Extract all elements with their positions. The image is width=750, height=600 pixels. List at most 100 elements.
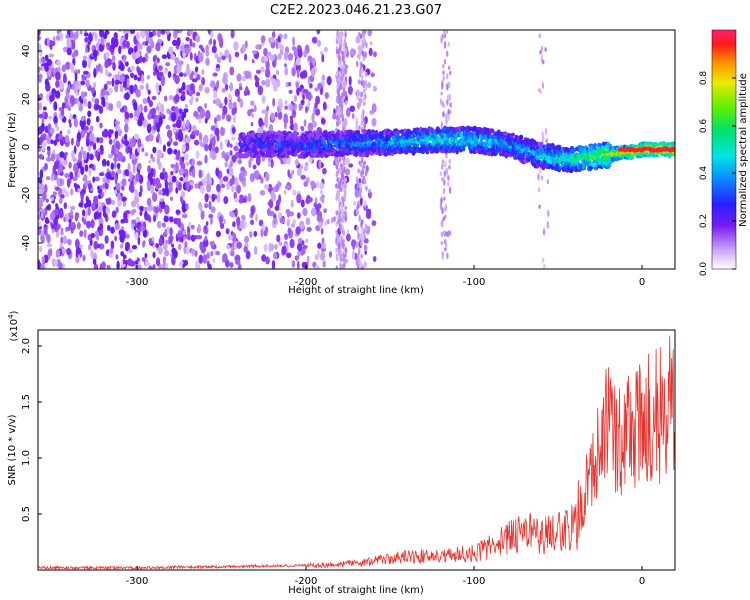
heatmap-cell [371, 117, 377, 127]
heatmap-cell [86, 220, 92, 229]
heatmap-cell [211, 136, 216, 147]
heatmap-cell [490, 128, 495, 134]
heatmap-cell [439, 171, 442, 177]
heatmap-cell [443, 196, 446, 201]
heatmap-cell [155, 41, 161, 52]
heatmap-cell [284, 50, 288, 61]
heatmap-cell [359, 182, 362, 191]
heatmap-cell [351, 113, 355, 120]
heatmap-cell [72, 163, 79, 173]
heatmap-cell [245, 250, 251, 260]
heatmap-cell [170, 163, 175, 168]
heatmap-cell [147, 165, 151, 174]
heatmap-cell [320, 247, 327, 253]
heatmap-cell [171, 255, 176, 266]
heatmap-cell [140, 30, 146, 39]
heatmap-cell [361, 50, 364, 57]
heatmap-cell [275, 39, 279, 50]
heatmap-cell [229, 66, 235, 76]
heatmap-cell [341, 120, 345, 126]
heatmap-cell [130, 72, 135, 79]
heatmap-cell [87, 60, 91, 70]
heatmap-cell [100, 88, 106, 96]
heatmap-cell [155, 106, 160, 111]
heatmap-cell [86, 118, 91, 126]
heatmap-cell [310, 180, 316, 187]
heatmap-cell [97, 38, 102, 45]
heatmap-cell [59, 243, 63, 248]
heatmap-cell [216, 56, 222, 63]
heatmap-cell [69, 209, 74, 216]
heatmap-cell [444, 214, 447, 220]
heatmap-cell [160, 201, 166, 210]
heatmap-cell [123, 139, 130, 147]
heatmap-cell [344, 81, 347, 86]
colorbar-frame [711, 29, 737, 270]
heatmap-cell [284, 67, 289, 76]
heatmap-cell [173, 30, 178, 39]
heatmap-cell [283, 189, 287, 195]
heatmap-cell [360, 235, 364, 242]
heatmap-cell [106, 264, 111, 269]
heatmap-cell [63, 158, 68, 166]
heatmap-cell [143, 206, 149, 212]
heatmap-cell [360, 261, 363, 268]
heatmap-cell [94, 98, 100, 105]
heatmap-cell [264, 226, 269, 235]
heatmap-cell [110, 226, 115, 234]
heatmap-cell [304, 106, 309, 114]
heatmap-cell [114, 120, 120, 126]
heatmap-cell [73, 182, 78, 188]
heatmap-cell [185, 203, 189, 210]
heatmap-cell [159, 136, 162, 145]
heatmap-cell [133, 45, 138, 53]
heatmap-cell [303, 165, 309, 172]
heatmap-cell [239, 98, 244, 108]
heatmap-cell [367, 82, 372, 88]
heatmap-cell [316, 181, 320, 189]
heatmap-cell [157, 65, 163, 71]
heatmap-cell [152, 146, 157, 154]
spectrogram-x-ticks [136, 265, 643, 269]
heatmap-cell [162, 167, 166, 174]
heatmap-cell [250, 219, 255, 226]
heatmap-cell [444, 113, 448, 119]
heatmap-cell [58, 196, 63, 205]
heatmap-cell [383, 151, 388, 157]
heatmap-cell [294, 94, 297, 103]
spectrogram-heatmap [38, 30, 675, 269]
heatmap-cell [265, 60, 270, 70]
heatmap-cell [82, 75, 86, 82]
heatmap-cell [164, 186, 169, 195]
heatmap-cell [169, 216, 174, 223]
heatmap-cell [213, 90, 218, 100]
heatmap-cell [215, 98, 221, 107]
heatmap-cell [307, 196, 313, 203]
heatmap-cell [91, 96, 95, 103]
heatmap-cell [261, 95, 266, 104]
heatmap-cell [140, 225, 145, 232]
heatmap-cell [90, 219, 95, 229]
heatmap-cell [148, 159, 152, 164]
heatmap-cell [50, 139, 54, 145]
heatmap-cell [174, 106, 180, 116]
heatmap-cell [596, 152, 602, 157]
heatmap-cell [540, 175, 544, 181]
heatmap-cell [65, 34, 69, 39]
heatmap-cell [158, 237, 164, 247]
heatmap-cell [228, 53, 232, 63]
heatmap-cell [333, 215, 336, 223]
heatmap-cell [77, 100, 81, 108]
heatmap-cell [108, 138, 113, 145]
chart-title: C2E2.2023.046.21.23.G07 [270, 3, 442, 18]
heatmap-cell [79, 30, 83, 35]
heatmap-cell [228, 167, 234, 177]
heatmap-cell [156, 127, 160, 133]
heatmap-cell [251, 58, 255, 64]
heatmap-cell [326, 75, 332, 86]
heatmap-cell [351, 249, 356, 260]
heatmap-cell [210, 30, 214, 40]
heatmap-cell [233, 177, 239, 186]
heatmap-cell [446, 50, 449, 57]
heatmap-cell [245, 40, 248, 49]
